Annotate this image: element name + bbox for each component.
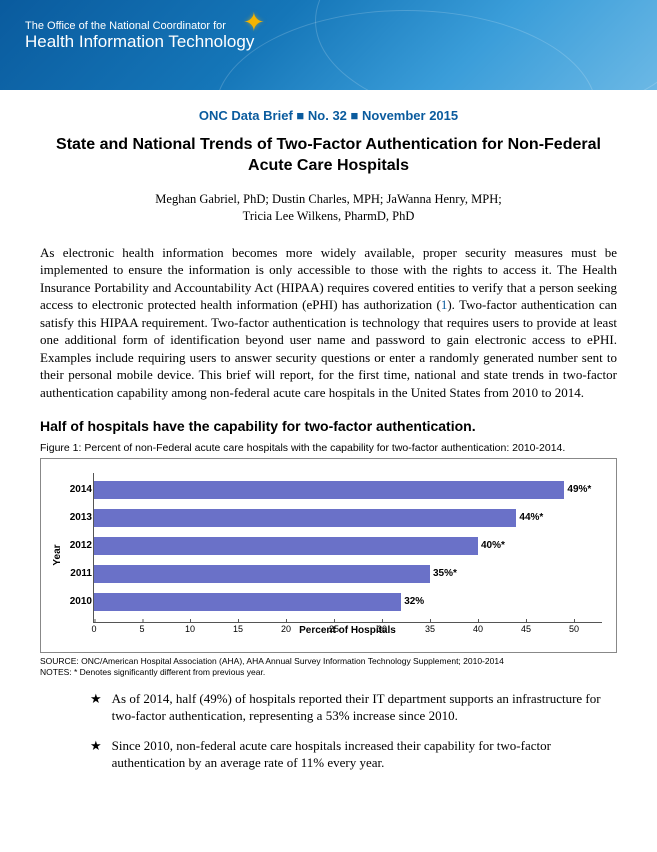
citation-link-1[interactable]: 1 bbox=[441, 297, 448, 312]
bar-year-label: 2010 bbox=[66, 596, 92, 607]
star-icon: ✦ bbox=[243, 8, 265, 38]
x-tick: 50 bbox=[569, 624, 579, 634]
x-axis-ticks: 0 5 10 15 20 25 30 35 40 45 50 bbox=[94, 624, 602, 636]
header-org-line2: Health Information Technology bbox=[25, 32, 657, 52]
notes-line: NOTES: * Denotes significantly different… bbox=[40, 667, 617, 678]
page-content: ONC Data Brief ■ No. 32 ■ November 2015 … bbox=[0, 90, 657, 804]
x-tick: 5 bbox=[139, 624, 144, 634]
bar-value-label: 35%* bbox=[433, 568, 457, 579]
x-tick: 45 bbox=[521, 624, 531, 634]
chart-plot-area: 05101520253035404550 201449%*201344%*201… bbox=[93, 473, 602, 623]
brief-number: No. 32 bbox=[308, 108, 347, 123]
separator-icon: ■ bbox=[296, 108, 304, 123]
bullet-item: ★ Since 2010, non-federal acute care hosp… bbox=[90, 737, 607, 772]
bar-value-label: 44%* bbox=[519, 512, 543, 523]
bar-value-label: 32% bbox=[404, 596, 424, 607]
x-tick: 30 bbox=[377, 624, 387, 634]
header-org-line1: The Office of the National Coordinator f… bbox=[25, 20, 657, 32]
bar-row: 201032% bbox=[94, 593, 602, 611]
authors: Meghan Gabriel, PhD; Dustin Charles, MPH… bbox=[40, 191, 617, 226]
bar bbox=[94, 565, 430, 583]
header-text: The Office of the National Coordinator f… bbox=[25, 20, 657, 52]
bar-value-label: 49%* bbox=[567, 484, 591, 495]
brief-line: ONC Data Brief ■ No. 32 ■ November 2015 bbox=[40, 108, 617, 123]
source-notes: SOURCE: ONC/American Hospital Associatio… bbox=[40, 656, 617, 678]
x-tick: 35 bbox=[425, 624, 435, 634]
bar-row: 201449%* bbox=[94, 481, 602, 499]
y-axis-label: Year bbox=[52, 544, 63, 565]
bullet-text: Since 2010, non-federal acute care hospi… bbox=[112, 737, 607, 772]
bullet-star-icon: ★ bbox=[90, 690, 102, 725]
bar-row: 201344%* bbox=[94, 509, 602, 527]
bar bbox=[94, 509, 516, 527]
bar-row: 201135%* bbox=[94, 565, 602, 583]
brief-date: November 2015 bbox=[362, 108, 458, 123]
bar-year-label: 2013 bbox=[66, 512, 92, 523]
x-tick: 25 bbox=[329, 624, 339, 634]
x-tick: 0 bbox=[91, 624, 96, 634]
intro-paragraph: As electronic health information becomes… bbox=[40, 244, 617, 402]
key-findings-list: ★ As of 2014, half (49%) of hospitals rep… bbox=[40, 690, 617, 772]
figure-1-chart: Year 05101520253035404550 201449%*201344… bbox=[40, 458, 617, 653]
page-title: State and National Trends of Two-Factor … bbox=[40, 135, 617, 177]
x-tick: 15 bbox=[233, 624, 243, 634]
source-line: SOURCE: ONC/American Hospital Associatio… bbox=[40, 656, 617, 667]
bar-year-label: 2011 bbox=[66, 568, 92, 579]
brief-prefix: ONC Data Brief bbox=[199, 108, 293, 123]
figure-caption: Figure 1: Percent of non-Federal acute c… bbox=[40, 442, 617, 454]
bullet-text: As of 2014, half (49%) of hospitals repo… bbox=[112, 690, 607, 725]
bar bbox=[94, 481, 564, 499]
bar bbox=[94, 593, 401, 611]
x-tick: 40 bbox=[473, 624, 483, 634]
bar-value-label: 40%* bbox=[481, 540, 505, 551]
bar-year-label: 2014 bbox=[66, 484, 92, 495]
bar-row: 201240%* bbox=[94, 537, 602, 555]
bullet-item: ★ As of 2014, half (49%) of hospitals rep… bbox=[90, 690, 607, 725]
bar-year-label: 2012 bbox=[66, 540, 92, 551]
separator-icon: ■ bbox=[351, 108, 359, 123]
x-tick: 10 bbox=[185, 624, 195, 634]
section-heading: Half of hospitals have the capability fo… bbox=[40, 418, 617, 434]
header-banner: ✦ The Office of the National Coordinator… bbox=[0, 0, 657, 90]
bullet-star-icon: ★ bbox=[90, 737, 102, 772]
x-tick: 20 bbox=[281, 624, 291, 634]
bar bbox=[94, 537, 478, 555]
